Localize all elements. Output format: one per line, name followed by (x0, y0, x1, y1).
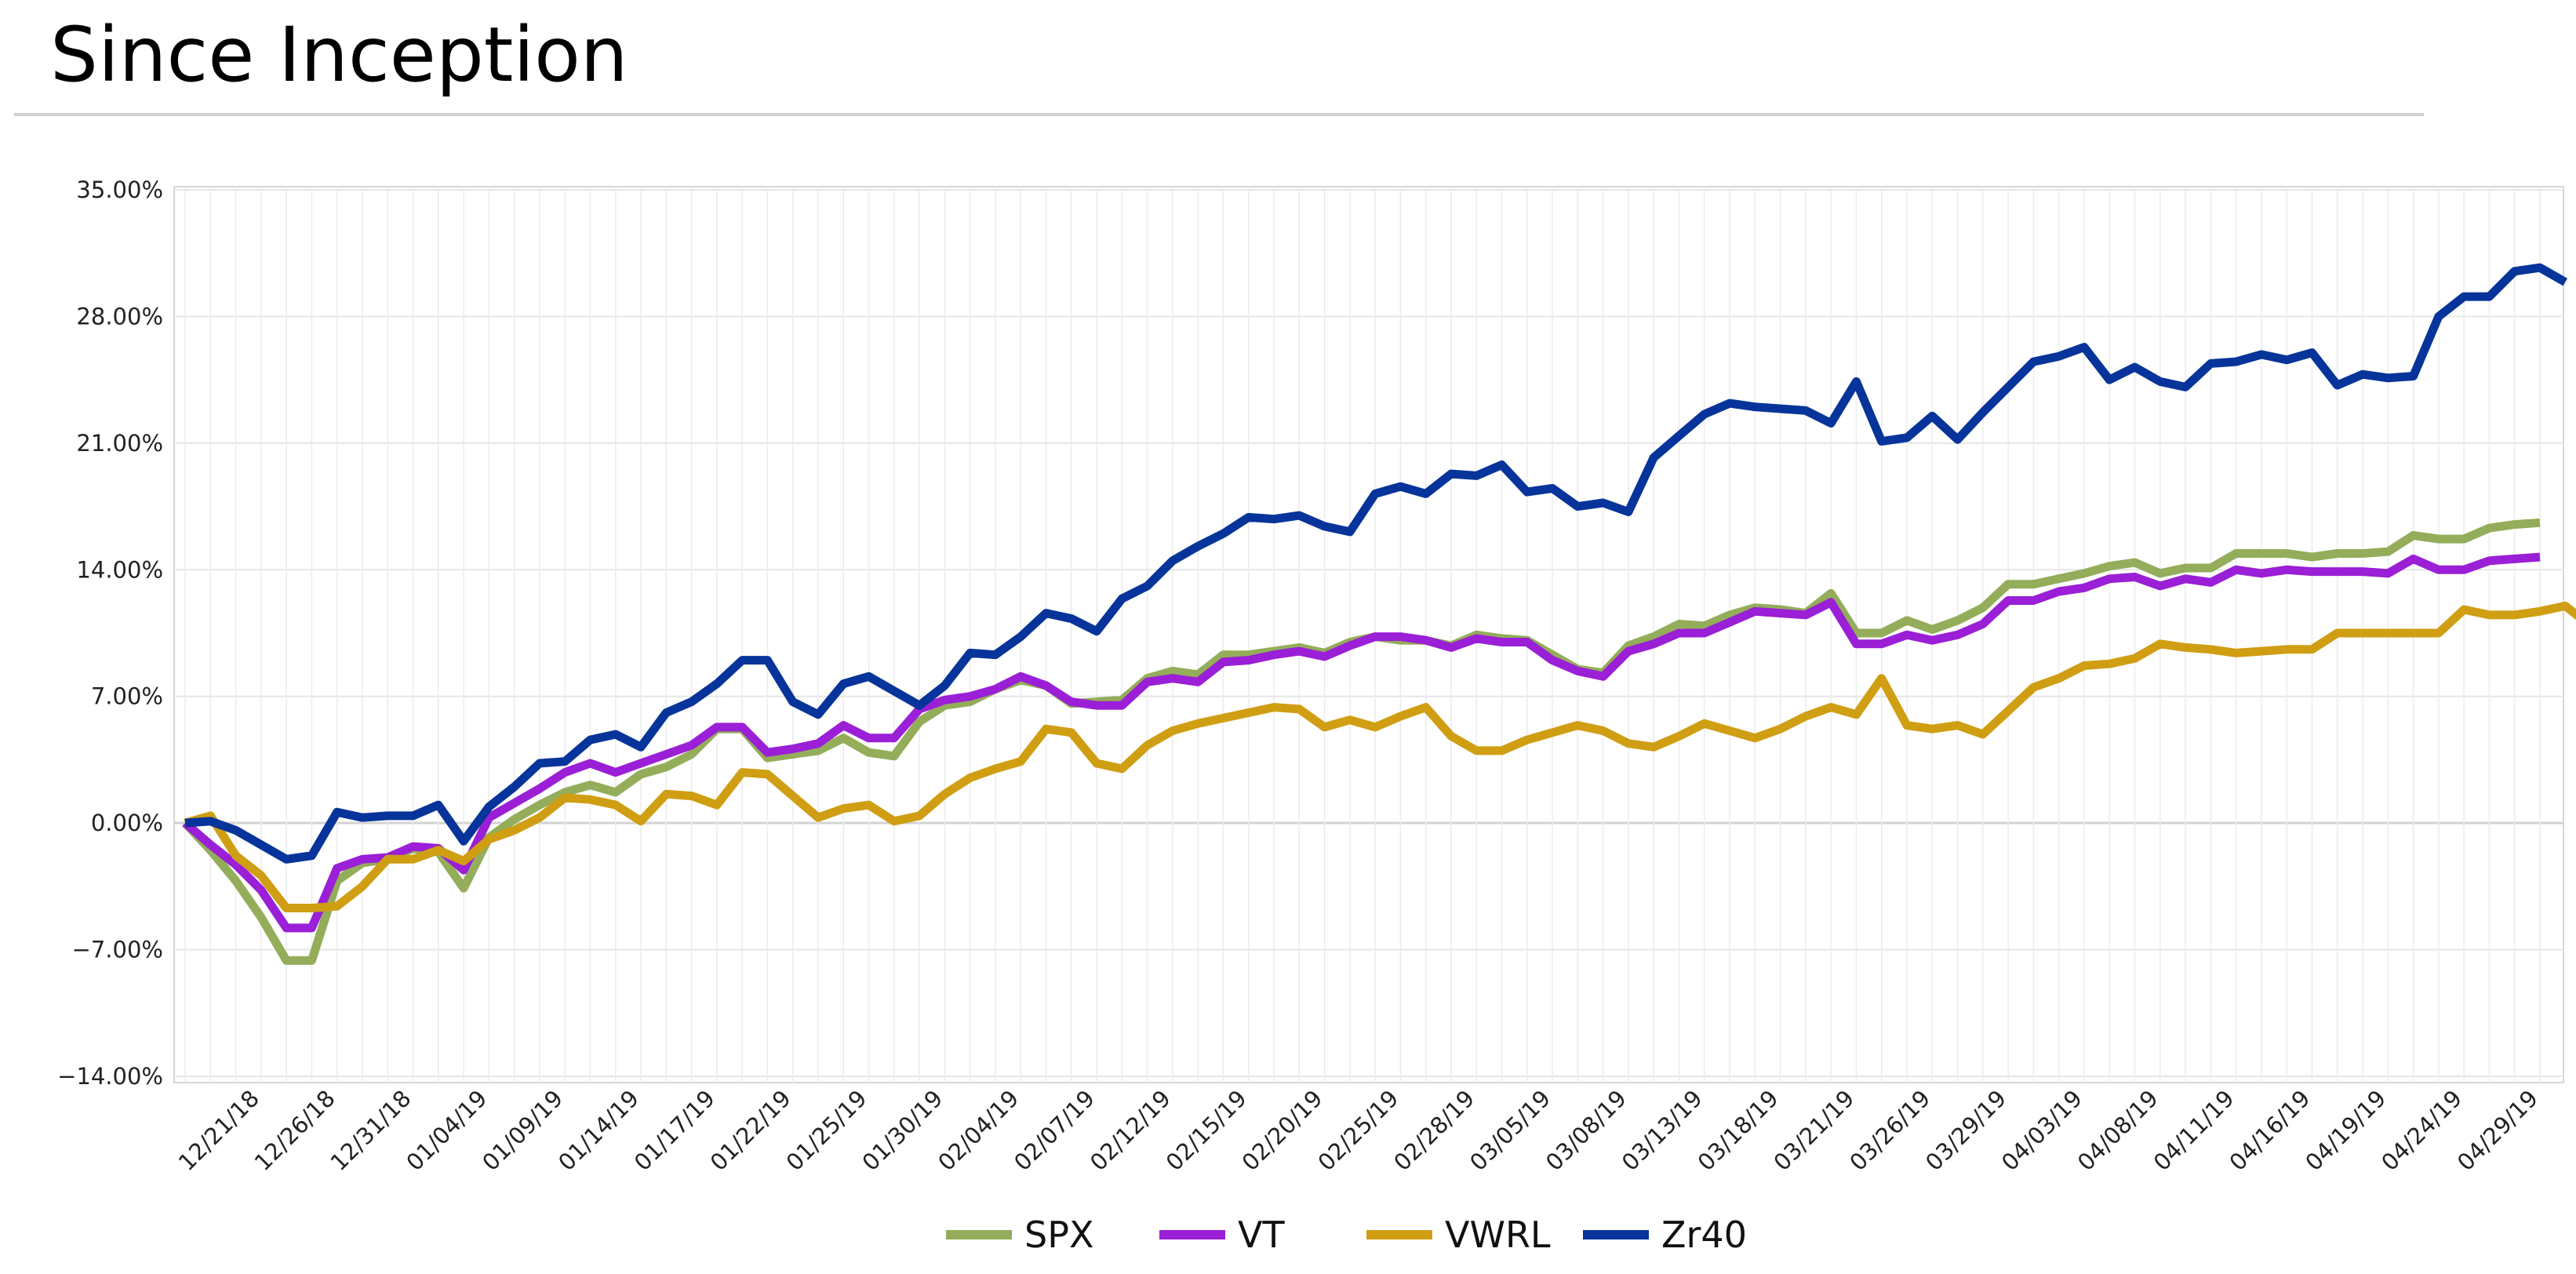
x-tick-label: 04/24/19 (2376, 1085, 2467, 1176)
x-tick-label: 03/21/19 (1768, 1085, 1859, 1176)
x-tick-label: 12/26/18 (249, 1085, 340, 1176)
y-tick-label: −14.00% (57, 1063, 163, 1090)
y-tick-label: 21.00% (76, 430, 163, 457)
series-line-vt (182, 552, 2541, 933)
x-tick-label: 01/22/19 (705, 1085, 796, 1176)
title-divider (14, 113, 2424, 116)
legend[interactable]: SPX VT VWRL Zr40 (946, 1214, 1747, 1256)
x-tick-label: 02/20/19 (1237, 1085, 1328, 1176)
x-tick-label: 04/08/19 (2072, 1085, 2163, 1176)
series-lines (181, 263, 2576, 965)
x-tick-label: 02/28/19 (1388, 1085, 1479, 1176)
x-tick-label: 04/29/19 (2452, 1085, 2543, 1176)
series-line-vwrl (184, 601, 2576, 912)
y-axis: 35.00% 28.00% 21.00% 14.00% 7.00% 0.00% −7.00%… (57, 177, 163, 1090)
x-tick-label: 02/15/19 (1161, 1085, 1252, 1176)
legend-item-spx[interactable]: SPX (946, 1214, 1093, 1256)
x-tick-label: 12/31/18 (325, 1085, 416, 1176)
page-title: Since Inception (50, 11, 628, 99)
legend-item-zr40[interactable]: Zr40 (1583, 1214, 1747, 1256)
x-tick-label: 02/25/19 (1312, 1085, 1403, 1176)
x-tick-label: 04/16/19 (2224, 1085, 2315, 1176)
x-tick-label: 01/04/19 (401, 1085, 492, 1176)
x-tick-label: 01/30/19 (857, 1085, 948, 1176)
y-tick-label: 28.00% (76, 303, 163, 329)
legend-label: VWRL (1445, 1214, 1551, 1256)
y-tick-label: 35.00% (76, 177, 163, 203)
x-tick-label: 03/13/19 (1617, 1085, 1708, 1176)
y-tick-label: 0.00% (91, 810, 163, 836)
x-axis: 12/21/1812/26/1812/31/1801/04/1901/09/19… (173, 1085, 2543, 1176)
series-line-zr40 (184, 263, 2568, 864)
legend-item-vt[interactable]: VT (1159, 1214, 1285, 1256)
x-tick-label: 01/17/19 (629, 1085, 720, 1176)
x-tick-label: 04/19/19 (2300, 1085, 2391, 1176)
x-tick-label: 03/05/19 (1464, 1085, 1555, 1176)
x-tick-label: 03/29/19 (1920, 1085, 2011, 1176)
y-tick-label: 7.00% (91, 683, 163, 710)
x-tick-label: 03/08/19 (1541, 1085, 1632, 1176)
x-tick-label: 02/12/19 (1085, 1085, 1176, 1176)
x-tick-label: 12/21/18 (173, 1085, 264, 1176)
x-tick-label: 03/26/19 (1844, 1085, 1935, 1176)
legend-label: VT (1238, 1214, 1285, 1256)
legend-item-vwrl[interactable]: VWRL (1366, 1214, 1551, 1256)
x-tick-label: 01/14/19 (553, 1085, 644, 1176)
x-tick-label: 04/11/19 (2148, 1085, 2239, 1176)
legend-label: SPX (1024, 1214, 1093, 1256)
legend-label: Zr40 (1661, 1214, 1747, 1256)
y-tick-label: 14.00% (76, 556, 163, 583)
y-tick-label: −7.00% (72, 937, 163, 963)
x-tick-label: 02/07/19 (1009, 1085, 1100, 1176)
x-tick-label: 01/25/19 (781, 1085, 872, 1176)
x-tick-label: 02/04/19 (933, 1085, 1024, 1176)
x-tick-label: 01/09/19 (477, 1085, 568, 1176)
x-tick-label: 03/18/19 (1693, 1085, 1784, 1176)
x-tick-label: 04/03/19 (1996, 1085, 2087, 1176)
